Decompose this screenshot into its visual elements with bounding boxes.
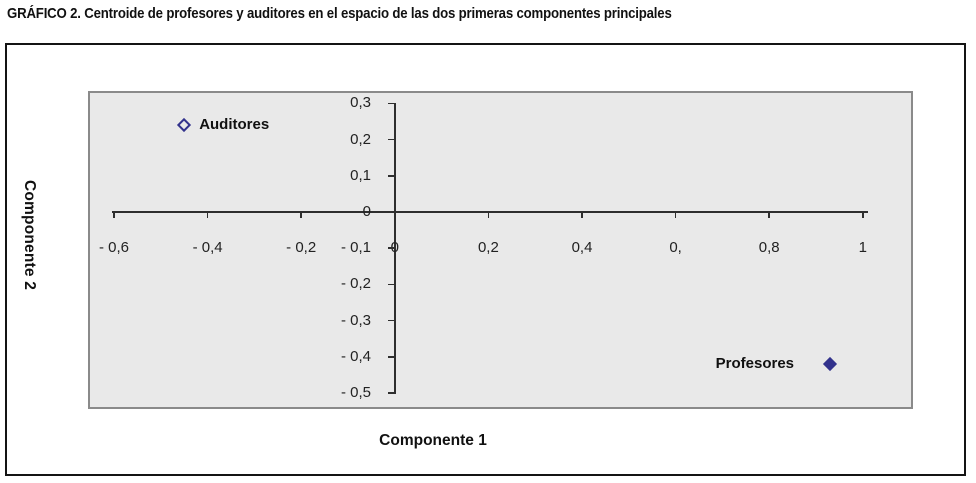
y-tick: [388, 392, 395, 394]
x-tick-label: 1: [858, 239, 867, 256]
y-tick-label: 0: [362, 203, 371, 220]
x-tick-label: 0,8: [758, 239, 780, 256]
plot-area: - 0,6 - 0,4 - 0,2 0 0,2 0,4 0, 0,8 1 0,3 0,2 0,1 0 - …: [88, 91, 913, 409]
x-axis-line: [112, 211, 868, 213]
y-tick-label: - 0,1: [340, 239, 371, 257]
y-tick: [388, 247, 395, 249]
x-tick: [206, 212, 209, 218]
x-tick: [768, 212, 770, 218]
x-tick-label: - 0,2: [286, 239, 317, 256]
x-tick: [113, 212, 115, 218]
y-tick-label: 0,2: [350, 130, 371, 148]
y-axis-line: [394, 102, 396, 394]
y-tick-label: - 0,4: [340, 347, 371, 365]
open-diamond-icon: [177, 118, 192, 133]
x-tick-label: 0,: [669, 239, 682, 256]
point-label-auditores: Auditores: [199, 116, 270, 134]
x-tick-label: - 0,4: [192, 239, 223, 256]
x-tick-label: 0: [390, 239, 399, 256]
chart-title: GRÁFICO 2. Centroide de profesores y aud…: [7, 5, 672, 22]
y-tick: [388, 102, 395, 105]
point-label-profesores: Profesores: [715, 355, 795, 373]
y-tick: [388, 319, 395, 322]
y-tick: [388, 356, 395, 358]
x-tick: [394, 212, 396, 218]
x-axis-title: Componente 1: [379, 432, 487, 449]
y-tick-label: - 0,5: [340, 384, 371, 401]
x-tick: [487, 212, 490, 218]
x-tick-label: 0,2: [477, 239, 499, 256]
y-tick: [388, 175, 395, 177]
x-tick: [862, 212, 864, 218]
x-tick: [581, 212, 583, 218]
y-tick-label: 0,1: [350, 166, 371, 184]
x-tick: [674, 212, 677, 218]
x-tick-label: - 0,6: [98, 239, 130, 256]
y-axis-title: Componente 2: [21, 180, 38, 291]
y-tick-label: - 0,2: [340, 275, 371, 293]
x-tick-label: 0,4: [571, 239, 593, 256]
y-tick-label: 0,3: [350, 94, 371, 112]
y-tick: [388, 138, 395, 141]
x-tick: [300, 212, 302, 218]
y-tick: [388, 283, 395, 286]
y-tick: [388, 211, 395, 213]
filled-diamond-icon: [822, 356, 838, 372]
y-tick-label: - 0,3: [340, 311, 371, 329]
